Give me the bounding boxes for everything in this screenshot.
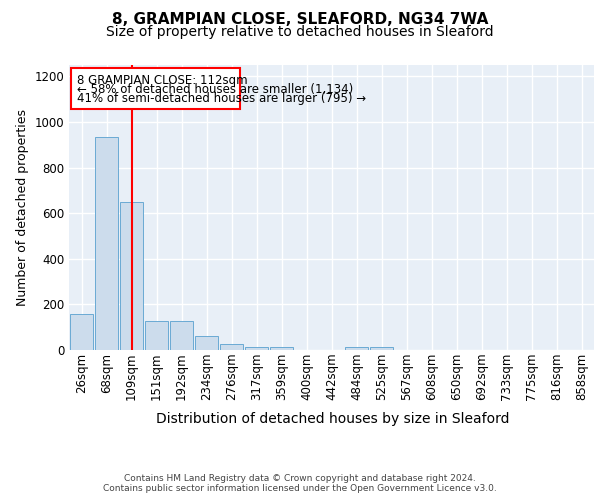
Bar: [70, 314, 93, 350]
Bar: [95, 137, 118, 350]
Bar: [71, 68, 240, 109]
Text: Contains HM Land Registry data © Crown copyright and database right 2024.: Contains HM Land Registry data © Crown c…: [124, 474, 476, 483]
Y-axis label: Number of detached properties: Number of detached properties: [16, 109, 29, 306]
Bar: [370, 348, 393, 350]
Bar: [195, 336, 218, 350]
Bar: [170, 321, 193, 350]
Bar: [220, 344, 243, 350]
Text: Distribution of detached houses by size in Sleaford: Distribution of detached houses by size …: [156, 412, 510, 426]
Text: 8 GRAMPIAN CLOSE: 112sqm: 8 GRAMPIAN CLOSE: 112sqm: [77, 74, 248, 87]
Bar: [270, 348, 293, 350]
Bar: [345, 348, 368, 350]
Text: 8, GRAMPIAN CLOSE, SLEAFORD, NG34 7WA: 8, GRAMPIAN CLOSE, SLEAFORD, NG34 7WA: [112, 12, 488, 28]
Text: ← 58% of detached houses are smaller (1,134): ← 58% of detached houses are smaller (1,…: [77, 83, 353, 96]
Text: Contains public sector information licensed under the Open Government Licence v3: Contains public sector information licen…: [103, 484, 497, 493]
Bar: [120, 202, 143, 350]
Bar: [245, 348, 268, 350]
Text: Size of property relative to detached houses in Sleaford: Size of property relative to detached ho…: [106, 25, 494, 39]
Text: 41% of semi-detached houses are larger (795) →: 41% of semi-detached houses are larger (…: [77, 92, 367, 104]
Bar: [145, 321, 168, 350]
